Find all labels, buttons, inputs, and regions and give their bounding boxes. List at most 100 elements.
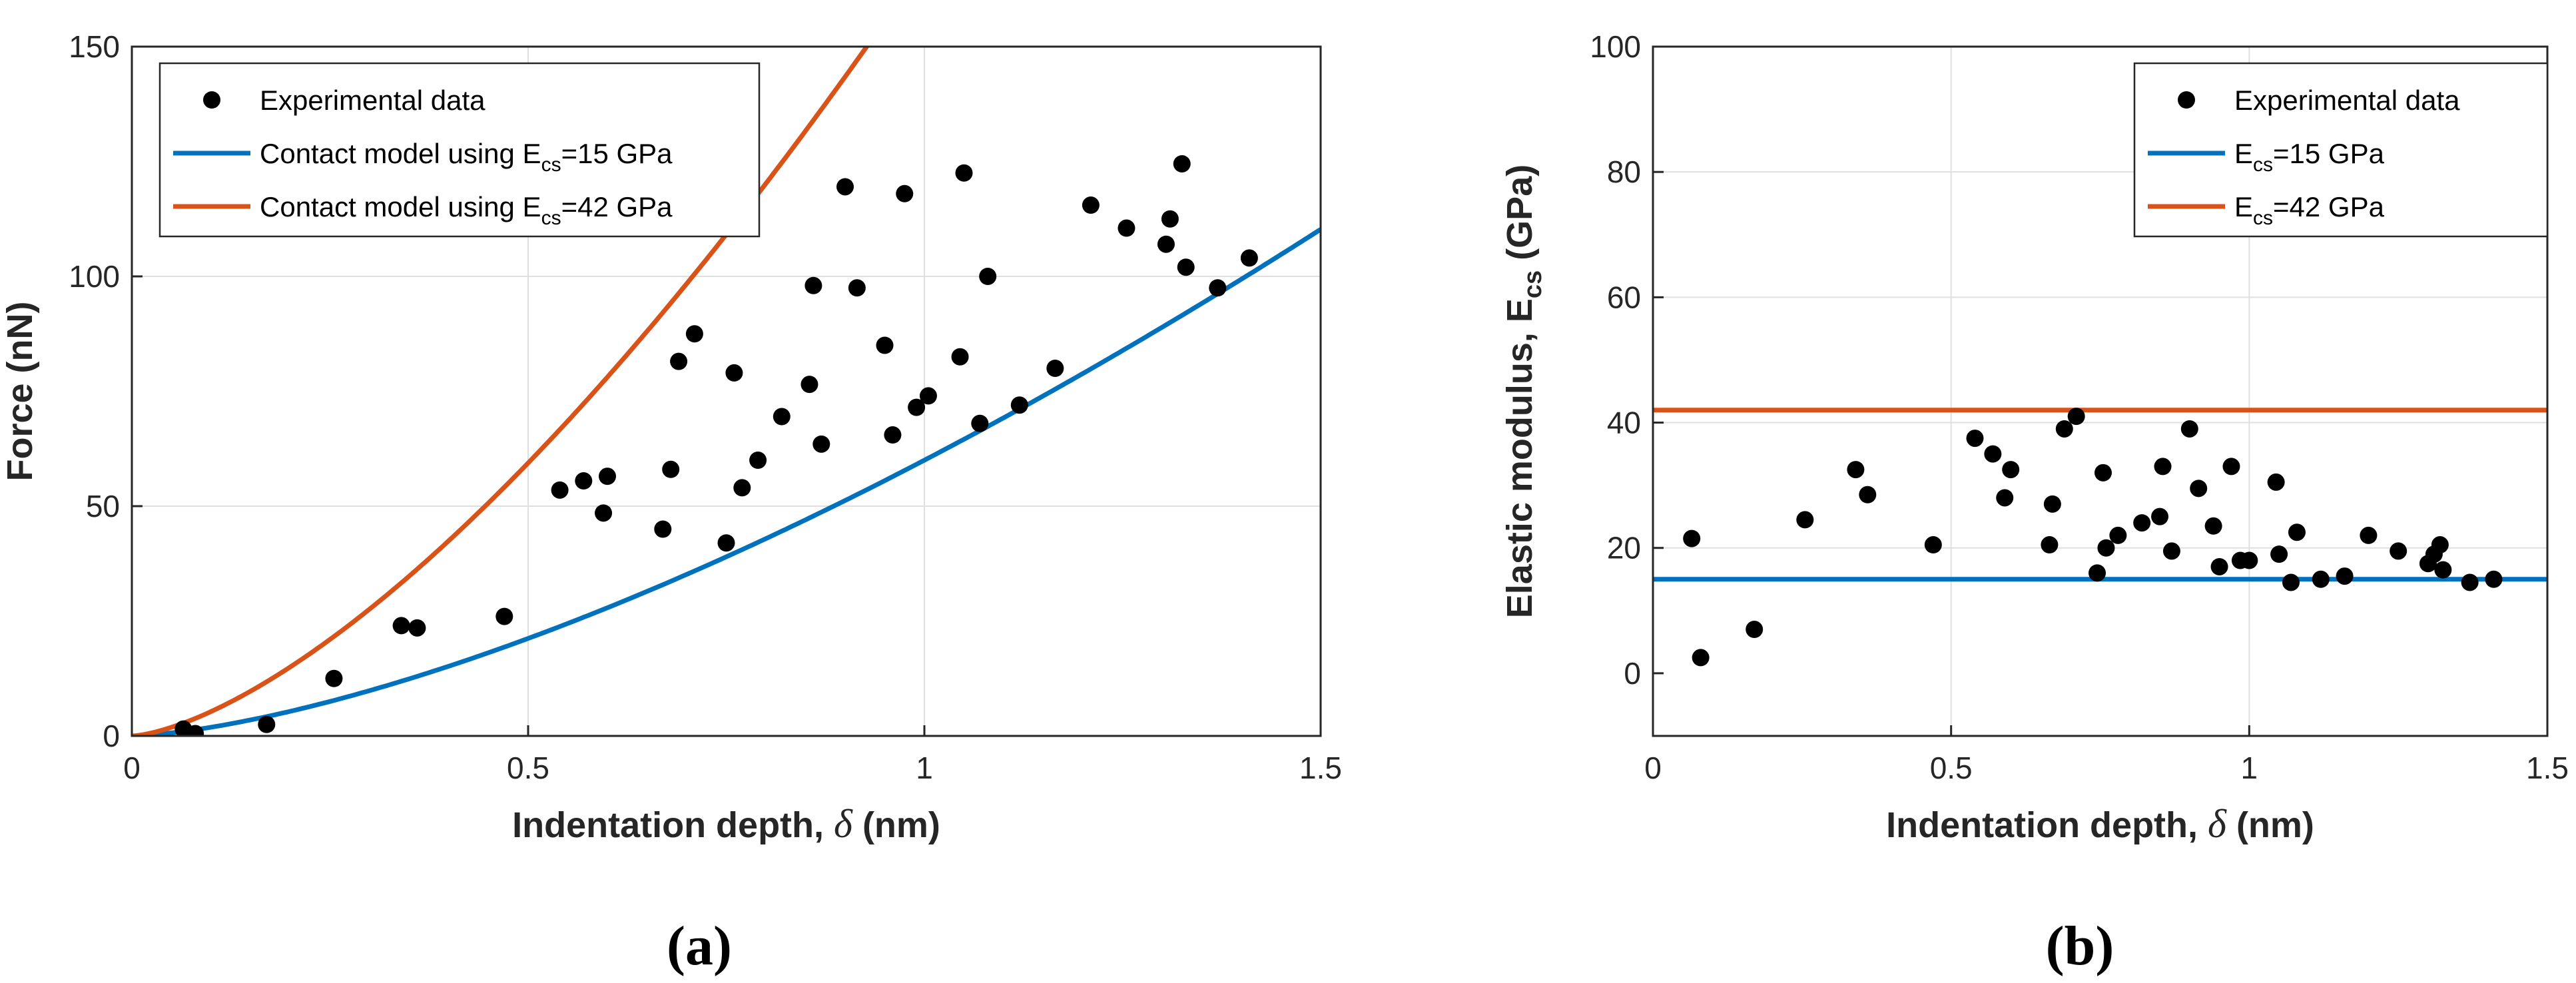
data-point — [186, 725, 204, 736]
data-point — [2043, 495, 2061, 513]
data-point — [1984, 445, 2002, 463]
data-point — [1177, 258, 1195, 276]
y-tick-label: 60 — [1607, 280, 1641, 314]
data-point — [1240, 249, 1258, 267]
legend-box — [159, 62, 761, 238]
x-tick-label: 0 — [123, 751, 141, 785]
data-point — [2204, 517, 2222, 535]
y-tick-label: 150 — [69, 29, 120, 64]
legend-entry: Ecs=42 GPa — [2234, 191, 2385, 229]
y-tick-label: 100 — [1590, 29, 1641, 64]
y-axis-label: Force (nN) — [0, 302, 40, 482]
legend-entry: Contact model using Ecs=42 GPa — [260, 191, 673, 229]
x-axis-label: Indentation depth, δ (nm) — [512, 802, 940, 846]
data-layer — [1653, 408, 2547, 667]
model-curve — [132, 227, 1321, 736]
data-point — [2288, 523, 2306, 541]
data-point — [908, 398, 926, 416]
data-point — [2067, 408, 2085, 426]
data-point — [2360, 526, 2378, 544]
data-point — [2461, 573, 2479, 591]
data-point — [258, 715, 276, 733]
data-point — [392, 617, 410, 635]
data-point — [2270, 545, 2288, 563]
data-point — [2282, 573, 2300, 591]
legend-entry: Contact model using Ecs=15 GPa — [260, 138, 673, 176]
y-tick-label: 50 — [86, 489, 120, 523]
data-point — [1209, 279, 1227, 297]
data-point — [2267, 473, 2285, 491]
data-point — [2162, 542, 2180, 560]
axes-box — [131, 45, 1322, 737]
data-point — [2097, 539, 2115, 557]
data-point — [836, 178, 854, 196]
data-point — [551, 481, 569, 499]
data-point — [1082, 196, 1100, 214]
y-axis-label: Elastic modulus, Ecs (GPa) — [1500, 164, 1547, 618]
data-point — [2222, 458, 2240, 476]
data-point — [955, 164, 973, 182]
data-point — [812, 435, 830, 453]
data-point — [2390, 542, 2408, 560]
data-point — [2133, 514, 2151, 532]
data-point — [685, 325, 703, 343]
data-point — [1173, 155, 1191, 172]
legend-marker — [203, 91, 220, 109]
data-point — [725, 364, 743, 382]
data-point — [1746, 621, 1764, 639]
chart-a-force-vs-depth: 0 0.5 1 1.5 0 50 100 150 Indentation depth, δ (n… — [0, 29, 1342, 977]
data-point — [749, 452, 767, 469]
panel-label: (a) — [667, 915, 732, 977]
data-point — [733, 479, 751, 497]
data-point — [896, 184, 914, 202]
data-point — [654, 520, 672, 538]
data-point — [2431, 536, 2449, 554]
x-axis-label: Indentation depth, δ (nm) — [1886, 802, 2314, 846]
data-point — [2190, 480, 2208, 497]
axes-box — [1652, 45, 2549, 737]
legend-entry: Experimental data — [260, 85, 485, 116]
data-point — [951, 348, 969, 366]
data-point — [2154, 458, 2172, 476]
data-point — [2434, 561, 2452, 579]
y-tick-label: 40 — [1607, 406, 1641, 440]
data-point — [1966, 430, 1984, 448]
data-point — [1924, 536, 1942, 554]
data-point — [919, 387, 937, 405]
data-point — [1847, 461, 1865, 479]
data-point — [2240, 551, 2258, 569]
data-point — [848, 279, 866, 297]
y-tick-label: 20 — [1607, 531, 1641, 565]
y-tick-label: 0 — [103, 719, 120, 753]
legend-marker — [2178, 91, 2195, 109]
y-tick-label: 100 — [69, 259, 120, 294]
chart-b-modulus-vs-depth: 0 0.5 1 1.5 0 20 40 60 80 100 Indentation depth, δ… — [1500, 29, 2569, 977]
x-tick-label: 1.5 — [1299, 751, 1342, 785]
data-point — [2094, 464, 2112, 482]
data-point — [2109, 526, 2127, 544]
x-tick-label: 1.5 — [2526, 751, 2569, 785]
data-point — [1859, 486, 1877, 503]
data-point — [1996, 489, 2014, 507]
data-point — [1046, 360, 1064, 377]
data-point — [2180, 420, 2198, 438]
data-point — [773, 408, 791, 426]
data-point — [2485, 570, 2503, 588]
legend-entry: Ecs=15 GPa — [2234, 138, 2385, 176]
data-point — [2041, 536, 2059, 554]
data-point — [495, 607, 513, 625]
legend: Experimental data Ecs=15 GPa Ecs=42 GPa — [2133, 62, 2549, 238]
data-point — [1683, 529, 1701, 547]
data-point — [2312, 570, 2330, 588]
data-point — [575, 472, 593, 490]
data-point — [1692, 649, 1710, 667]
y-tick-label: 0 — [1624, 656, 1641, 691]
data-point — [979, 268, 997, 285]
x-tick-label: 0.5 — [1930, 751, 1973, 785]
data-point — [2210, 557, 2228, 575]
data-point — [595, 504, 613, 522]
data-point — [599, 468, 616, 486]
data-point — [884, 426, 902, 444]
x-tick-label: 0 — [1644, 751, 1662, 785]
